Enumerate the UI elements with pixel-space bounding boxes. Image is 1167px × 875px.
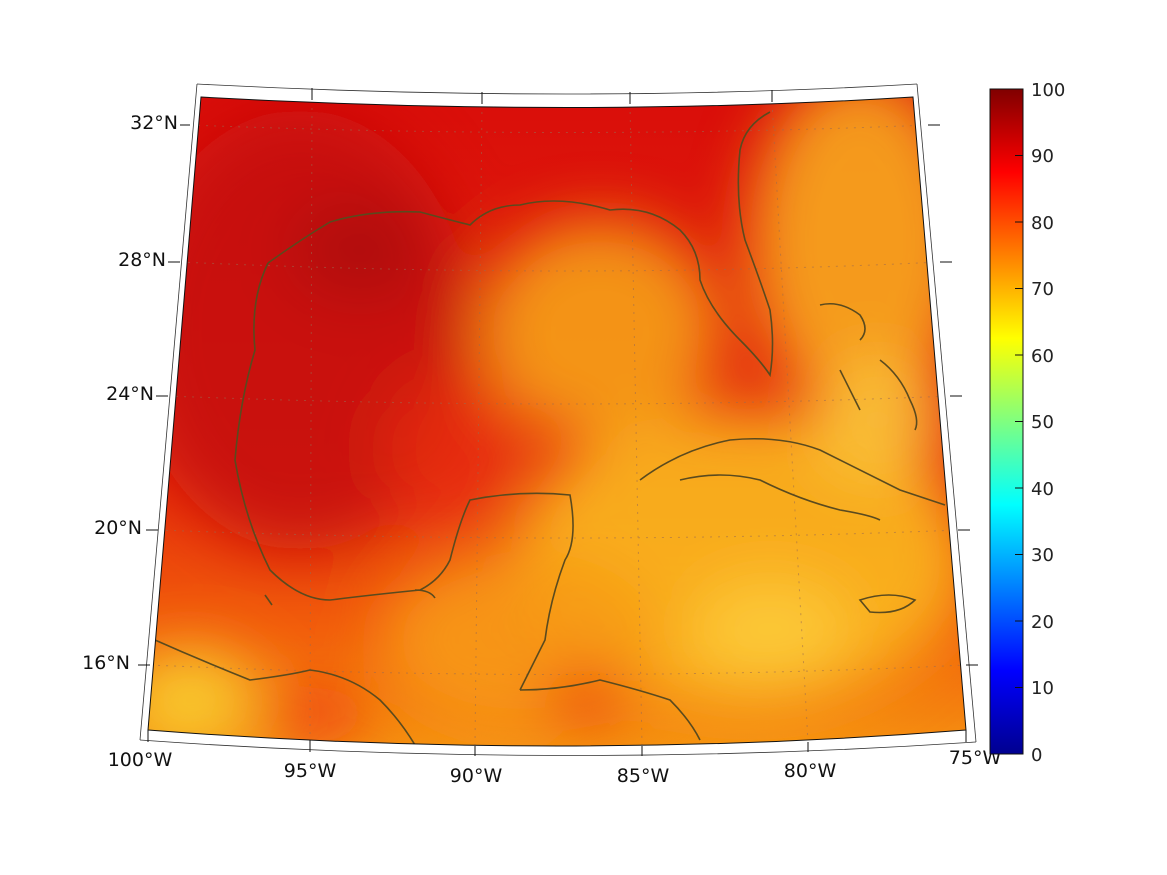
lon-label-85: 85°W bbox=[617, 765, 670, 787]
colorbar-tick-90: 90 bbox=[1031, 146, 1054, 167]
map-frame bbox=[138, 83, 978, 756]
colorbar-tick-80: 80 bbox=[1031, 213, 1054, 234]
lat-label-16: 16°N bbox=[82, 652, 130, 674]
colorbar-tick-70: 70 bbox=[1031, 279, 1054, 300]
coastlines bbox=[154, 111, 946, 746]
colorbar-tick-60: 60 bbox=[1031, 346, 1054, 367]
colorbar-tick-30: 30 bbox=[1031, 545, 1054, 566]
lon-label-100: 100°W bbox=[108, 749, 173, 771]
lat-label-32: 32°N bbox=[130, 112, 178, 134]
lat-label-28: 28°N bbox=[118, 249, 166, 271]
lat-label-20: 20°N bbox=[94, 517, 142, 539]
latitude-labels: 32°N 28°N 24°N 20°N 16°N bbox=[82, 112, 178, 674]
map-field bbox=[148, 97, 966, 746]
colorbar-tick-10: 10 bbox=[1031, 678, 1054, 699]
lon-label-95: 95°W bbox=[284, 760, 337, 782]
graticule bbox=[149, 99, 966, 746]
longitude-labels: 100°W 95°W 90°W 85°W 80°W 75°W bbox=[108, 747, 1002, 787]
lon-label-80: 80°W bbox=[784, 760, 837, 782]
colorbar-tick-20: 20 bbox=[1031, 612, 1054, 633]
lon-label-90: 90°W bbox=[450, 765, 503, 787]
colorbar: 100 90 80 70 60 50 40 30 20 10 0 bbox=[989, 80, 1065, 766]
lat-label-24: 24°N bbox=[106, 383, 154, 405]
colorbar-tick-100: 100 bbox=[1031, 80, 1065, 101]
colorbar-tick-40: 40 bbox=[1031, 479, 1054, 500]
lon-label-75: 75°W bbox=[949, 747, 1002, 769]
colorbar-tick-0: 0 bbox=[1031, 745, 1042, 766]
colorbar-tick-50: 50 bbox=[1031, 412, 1054, 433]
